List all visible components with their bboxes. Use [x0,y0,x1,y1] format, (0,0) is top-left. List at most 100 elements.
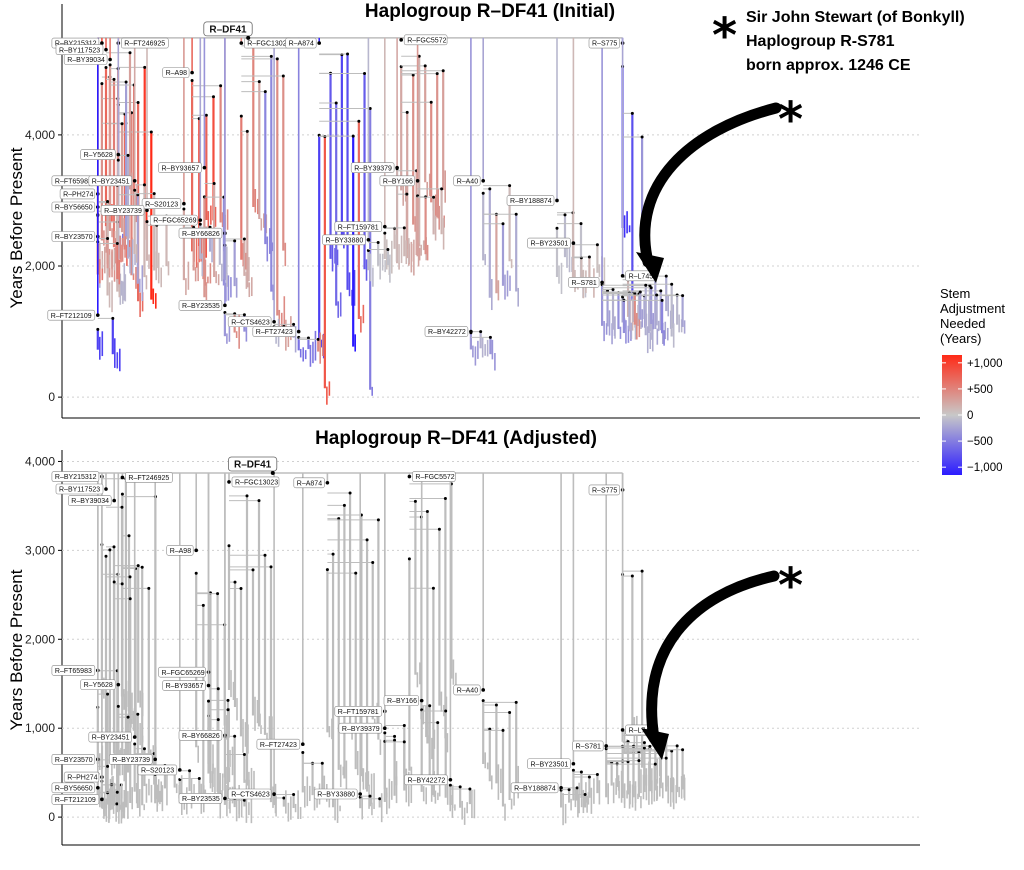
node-point [120,582,124,586]
clade-node-point [100,797,104,802]
clade [469,37,496,371]
node-point [448,783,452,787]
node-label-box [51,794,100,805]
node-label: R–FT65983 [51,175,96,187]
clade-node-point [296,329,301,334]
node-point [106,237,110,241]
node-point [143,65,147,69]
y-tick-label: 4,000 [25,454,55,468]
node-point [595,243,599,247]
node-label: R–FT27423 [252,326,297,337]
node-label: R–BY215312 [51,471,100,482]
node-label-text: R–BY23501 [531,761,569,768]
node-label-box [412,471,456,482]
node-point [226,698,230,702]
node-label-box [383,695,420,706]
clade [407,473,457,804]
node-point [393,738,397,742]
node-point [417,54,421,58]
node-point [681,748,685,752]
clade [604,473,675,811]
node-label-text: R–BY23535 [182,796,220,803]
root-node-point [270,471,275,476]
node-point [212,181,216,185]
node-label-text: R–FGC65269 [162,670,205,677]
legend: Stem Adjustment Needed (Years) +1,000 +50… [940,286,1005,475]
node-point [108,63,112,67]
node-point [644,283,648,287]
node-label-box [293,477,325,489]
node-point [115,241,119,245]
node-point [112,77,116,81]
node-label-box [256,738,301,750]
clade-node-point [481,688,486,692]
legend-tick-label: −1,000 [967,462,1003,474]
node-label: R–BY39034 [63,54,108,65]
node-point [104,65,108,69]
node-label-text: R–S775 [592,487,617,494]
y-tick-label: 2,000 [25,259,55,273]
node-label-text: R–BY23739 [104,208,142,215]
annotation-line1: Sir John Stewart (of Bonkyll) [746,9,965,26]
node-label-text: R–FT212109 [55,797,96,804]
panel-adjusted: Haplogroup R–DF41 (Adjusted) Years Befor… [7,428,920,846]
node-label: R–FGC13023 [231,476,280,488]
node-point [481,699,485,703]
node-point [630,574,634,578]
clade-node-point [145,208,149,213]
clade-node-point [272,319,276,324]
node-point [292,793,296,797]
node-point [423,64,427,68]
node-label: R–S775 [588,484,620,496]
node-label-box [178,227,223,239]
clade-node-point [108,57,112,62]
node-label-text: R–S775 [592,41,617,48]
node-label-box [121,37,169,49]
node-label: R–S781 [572,740,604,752]
node-point [149,130,153,134]
node-point [316,337,320,341]
node-point [128,597,132,601]
clade-node-point [206,683,211,688]
clade [239,37,287,330]
node-point [145,220,149,224]
node-point [133,742,137,746]
node-point [239,587,243,591]
node-label: R–FT212109 [51,794,100,805]
node-label: R–A874 [293,477,325,489]
clade-node-point [190,70,194,75]
node-point [458,785,462,789]
node-point [402,740,406,744]
node-label: R–BY93657 [162,680,206,691]
node-label: R–BY56650 [51,782,96,794]
node-label-text: R–BY188874 [514,785,556,792]
clade [325,473,382,823]
node-point [365,538,369,542]
node-label: R–S20123 [141,198,182,210]
node-label-text: R–BY117523 [59,487,100,494]
legend-title-1: Stem [940,286,970,301]
node-label: R–S775 [588,37,620,49]
node-label-text: R–S20123 [141,768,174,775]
clade [178,473,205,816]
legend-tick-label: −500 [967,436,993,448]
node-label-box [506,195,555,206]
node-label: R–Y5628 [80,679,116,690]
arrow-curve-top [639,102,782,268]
clade [448,473,476,825]
node-label: R–FGC65269 [158,666,206,678]
node-point [133,188,137,192]
chart-title-adjusted: Haplogroup R–DF41 (Adjusted) [315,428,597,449]
node-label-box [285,37,317,49]
tree-initial [96,37,686,405]
node-label-text: R–FGC5572 [415,474,454,481]
node-label-box [51,782,96,794]
node-point [660,298,664,302]
node-label-box [80,679,116,690]
node-label: R–BY42272 [424,326,469,337]
node-point [106,692,110,696]
node-label-box [137,764,178,776]
node-label-text: R–A874 [289,41,314,48]
node-point [194,571,198,575]
node-label-text: R–FGC13023 [247,41,290,48]
